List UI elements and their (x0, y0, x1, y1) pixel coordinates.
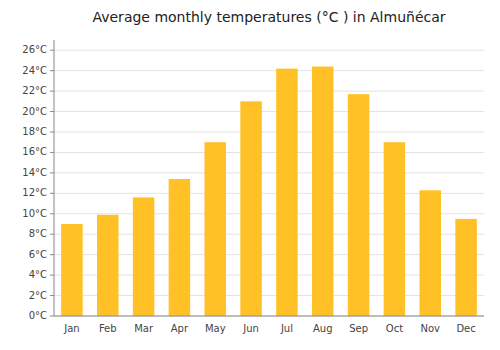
y-tick-label: 16°C (22, 146, 47, 157)
y-tick (50, 132, 54, 133)
y-tick-label: 24°C (22, 65, 47, 76)
grid-line (54, 316, 484, 317)
x-axis-line (54, 316, 484, 317)
bar (420, 190, 442, 316)
bar (348, 94, 370, 316)
bar (276, 69, 298, 316)
y-tick-label: 14°C (22, 167, 47, 178)
grid-line (54, 152, 484, 153)
y-tick (50, 193, 54, 194)
y-ticks: 0°C 2°C 4°C 6°C 8°C 10°C 12°C 14°C 16°C 18°C 20°C 2… (22, 44, 54, 321)
y-tick (50, 295, 54, 296)
y-tick (50, 254, 54, 255)
bar (205, 142, 227, 316)
bar (61, 224, 83, 316)
x-tick-label: May (205, 323, 226, 334)
grid-line (54, 50, 484, 51)
y-tick (50, 70, 54, 71)
x-tick-label: Feb (99, 323, 117, 334)
x-tick-label: Apr (171, 323, 189, 334)
y-tick-label: 26°C (22, 44, 47, 55)
y-tick-label: 6°C (29, 249, 47, 260)
y-axis-line (54, 40, 55, 316)
grid-line (54, 132, 484, 133)
x-tick-label: Mar (134, 323, 154, 334)
bar (384, 142, 406, 316)
bar (312, 67, 334, 316)
chart: 0°C 2°C 4°C 6°C 8°C 10°C 12°C 14°C 16°C 18°C 20°C 2… (0, 0, 500, 350)
y-tick (50, 91, 54, 92)
x-tick-label: Sep (349, 323, 368, 334)
x-tick-label: Dec (456, 323, 475, 334)
y-tick-label: 4°C (29, 269, 47, 280)
y-tick-label: 2°C (29, 290, 47, 301)
grid-line (54, 70, 484, 71)
y-tick (50, 234, 54, 235)
bar (455, 219, 477, 316)
bars (61, 67, 477, 316)
y-tick (50, 275, 54, 276)
x-tick-label: Aug (313, 323, 333, 334)
bar (97, 215, 119, 316)
y-tick (50, 172, 54, 173)
bar (133, 197, 155, 316)
y-tick-label: 12°C (22, 187, 47, 198)
x-tick-label: Jul (280, 323, 293, 334)
y-tick-label: 10°C (22, 208, 47, 219)
y-tick (50, 111, 54, 112)
y-tick-label: 8°C (29, 228, 47, 239)
y-tick-label: 0°C (29, 310, 47, 321)
y-tick-label: 20°C (22, 106, 47, 117)
x-ticks: Jan Feb Mar Apr May Jun Jul Aug Sep Oct Nov Dec (63, 323, 476, 334)
x-tick-label: Oct (386, 323, 403, 334)
y-tick (50, 213, 54, 214)
y-tick-label: 18°C (22, 126, 47, 137)
grid-line (54, 91, 484, 92)
grid-line (54, 172, 484, 173)
y-tick-label: 22°C (22, 85, 47, 96)
y-tick (50, 152, 54, 153)
y-tick (50, 50, 54, 51)
title: Average monthly temperatures (°C ) in Al… (92, 9, 445, 25)
chart-container: 0°C 2°C 4°C 6°C 8°C 10°C 12°C 14°C 16°C 18°C 20°C 2… (0, 0, 500, 350)
x-tick-label: Jun (242, 323, 259, 334)
x-tick-label: Nov (420, 323, 440, 334)
bar (240, 101, 261, 316)
bar (169, 179, 191, 316)
grid-line (54, 111, 484, 112)
x-tick-label: Jan (63, 323, 79, 334)
grid (54, 50, 484, 316)
y-tick (50, 316, 54, 317)
